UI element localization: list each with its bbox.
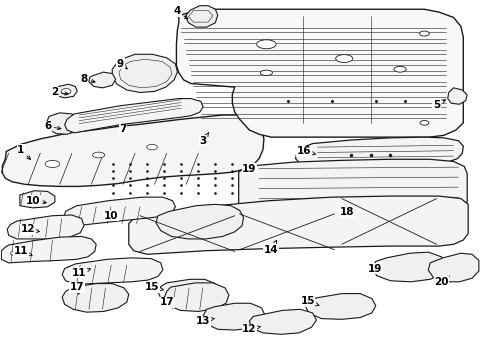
Text: 11: 11 xyxy=(72,268,90,278)
Polygon shape xyxy=(62,284,128,312)
Polygon shape xyxy=(447,88,466,104)
Polygon shape xyxy=(305,294,375,319)
Polygon shape xyxy=(89,72,116,88)
Polygon shape xyxy=(249,309,316,334)
Text: 5: 5 xyxy=(432,100,445,110)
Ellipse shape xyxy=(419,121,428,125)
Ellipse shape xyxy=(146,144,157,150)
Polygon shape xyxy=(64,99,203,133)
Polygon shape xyxy=(112,54,177,93)
Polygon shape xyxy=(1,237,96,263)
Text: 15: 15 xyxy=(300,296,318,306)
Text: 9: 9 xyxy=(117,59,127,69)
Polygon shape xyxy=(295,137,462,166)
Text: 10: 10 xyxy=(26,196,46,206)
Text: 1: 1 xyxy=(17,145,30,159)
Text: 18: 18 xyxy=(339,207,353,217)
Polygon shape xyxy=(62,258,163,284)
Ellipse shape xyxy=(11,251,21,256)
Polygon shape xyxy=(176,9,462,137)
Polygon shape xyxy=(203,303,264,330)
Text: 2: 2 xyxy=(51,87,68,98)
Text: 4: 4 xyxy=(173,6,187,19)
Polygon shape xyxy=(371,252,446,282)
Polygon shape xyxy=(427,253,478,282)
Text: 10: 10 xyxy=(103,211,118,221)
Text: 19: 19 xyxy=(367,264,382,274)
Text: 17: 17 xyxy=(69,282,84,294)
Ellipse shape xyxy=(393,66,406,72)
Ellipse shape xyxy=(256,40,276,49)
Text: 3: 3 xyxy=(199,133,208,146)
Polygon shape xyxy=(7,215,84,239)
Polygon shape xyxy=(20,191,55,208)
Text: 16: 16 xyxy=(296,147,315,157)
Polygon shape xyxy=(128,196,467,254)
Polygon shape xyxy=(2,115,264,186)
Polygon shape xyxy=(55,84,77,98)
Ellipse shape xyxy=(260,70,272,76)
Polygon shape xyxy=(185,6,217,27)
Text: 11: 11 xyxy=(14,247,32,256)
Text: 19: 19 xyxy=(242,163,256,174)
Polygon shape xyxy=(63,197,175,226)
Text: 15: 15 xyxy=(144,282,163,292)
Text: 13: 13 xyxy=(196,316,214,326)
Ellipse shape xyxy=(61,89,71,94)
Text: 6: 6 xyxy=(44,121,61,131)
Ellipse shape xyxy=(419,31,428,36)
Text: 7: 7 xyxy=(119,124,126,134)
Text: 17: 17 xyxy=(159,297,174,307)
Ellipse shape xyxy=(335,55,352,63)
Ellipse shape xyxy=(92,152,104,158)
Text: 12: 12 xyxy=(242,324,260,334)
Ellipse shape xyxy=(45,160,60,167)
Polygon shape xyxy=(158,279,219,304)
Polygon shape xyxy=(46,113,80,134)
Polygon shape xyxy=(238,159,466,224)
Polygon shape xyxy=(164,283,228,311)
Polygon shape xyxy=(291,163,319,177)
Text: 20: 20 xyxy=(433,276,448,287)
Text: 12: 12 xyxy=(21,224,40,234)
Polygon shape xyxy=(156,204,243,239)
Polygon shape xyxy=(188,10,212,22)
Text: 8: 8 xyxy=(80,74,95,84)
Text: 14: 14 xyxy=(264,240,278,255)
